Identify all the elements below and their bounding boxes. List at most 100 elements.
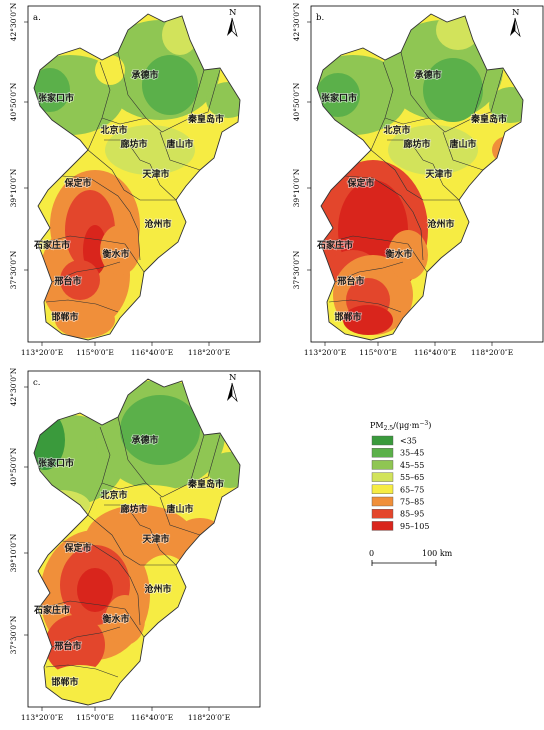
city-label-shijiazhuang: 石家庄市	[316, 239, 353, 251]
city-boundaries	[37, 51, 221, 313]
city-label-baoding: 保定市	[63, 542, 91, 554]
city-label-handan: 邯郸市	[51, 676, 78, 688]
legend: PM2.5/(μg·m−3) <35 35–45 45–55 55–65 65–75 75…	[369, 420, 453, 566]
scale-bar-end: 100 km	[422, 549, 453, 558]
map-panel-3: c. N 42°30′0″N 40°50′0″N 39°10′0″N 37°30′0″N 1…	[9, 367, 261, 722]
city-label-cangzhou: 沧州市	[427, 218, 454, 230]
legend-swatch	[371, 435, 394, 446]
city-label-langfang: 廊坊市	[120, 503, 147, 515]
city-label-tangshan: 唐山市	[449, 138, 476, 150]
city-label-qinhuangdao: 秦皇岛市	[470, 113, 507, 125]
city-label-tianjin: 天津市	[142, 533, 169, 545]
legend-class-label: <35	[400, 437, 417, 446]
city-label-tangshan: 唐山市	[166, 138, 193, 150]
panel-label: b.	[316, 13, 324, 23]
longitude-label: 118°20′0″E	[471, 348, 513, 357]
legend-swatch	[371, 484, 394, 494]
legend-title: PM2.5/(μg·m−3)	[370, 420, 431, 432]
city-label-beijing: 北京市	[100, 124, 127, 136]
city-label-xingtai: 邢台市	[54, 640, 81, 652]
city-label-baoding: 保定市	[346, 177, 374, 189]
latitude-label: 42°30′0″N	[292, 2, 301, 41]
city-label-tangshan: 唐山市	[166, 503, 193, 515]
north-label: N	[229, 8, 237, 18]
latitude-label: 40°50′0″N	[9, 82, 18, 121]
city-label-chengde: 承德市	[131, 69, 158, 81]
city-label-langfang: 廊坊市	[120, 138, 147, 150]
city-label-zhangjiakou: 张家口市	[38, 92, 74, 104]
scale-bar-start: 0	[369, 549, 374, 558]
legend-swatch	[371, 521, 394, 531]
city-label-tianjin: 天津市	[142, 168, 169, 180]
north-arrow-icon: N	[227, 8, 238, 38]
longitude-label: 115°0′0″E	[76, 713, 114, 722]
legend-swatch	[371, 460, 394, 470]
longitude-label: 116°40′0″E	[414, 348, 456, 357]
legend-class-label: 95–105	[400, 522, 429, 531]
city-label-shijiazhuang: 石家庄市	[33, 604, 70, 616]
city-label-hengshui: 衡水市	[102, 248, 129, 260]
city-label-xingtai: 邢台市	[54, 275, 81, 287]
north-arrow-icon: N	[510, 8, 521, 38]
latitude-label: 37°30′0″N	[292, 250, 301, 289]
scale-bar: 0 100 km	[369, 549, 453, 566]
north-label: N	[512, 8, 520, 18]
legend-swatch	[371, 472, 394, 482]
city-label-baoding: 保定市	[63, 177, 91, 189]
longitude-label: 116°40′0″E	[131, 713, 173, 722]
city-label-handan: 邯郸市	[51, 311, 78, 323]
city-label-langfang: 廊坊市	[403, 138, 430, 150]
map-panel-1: a. N 42°30′0″N 40°50′0″N 39°10′0″N 37°30′0″N 1…	[9, 2, 261, 357]
city-label-xingtai: 邢台市	[337, 275, 364, 287]
legend-class-label: 35–45	[400, 449, 424, 458]
longitude-label: 116°40′0″E	[131, 348, 173, 357]
city-label-beijing: 北京市	[383, 124, 410, 136]
longitude-label: 115°0′0″E	[359, 348, 397, 357]
legend-swatch	[371, 509, 394, 519]
longitude-label: 115°0′0″E	[76, 348, 114, 357]
longitude-label: 118°20′0″E	[188, 713, 230, 722]
city-label-hengshui: 衡水市	[385, 248, 412, 260]
city-label-tianjin: 天津市	[425, 168, 452, 180]
city-label-cangzhou: 沧州市	[144, 218, 171, 230]
city-label-chengde: 承德市	[414, 69, 441, 81]
longitude-label: 113°20′0″E	[21, 713, 63, 722]
latitude-label: 42°30′0″N	[9, 367, 18, 406]
longitude-label: 113°20′0″E	[304, 348, 346, 357]
panel-label: c.	[33, 378, 40, 388]
latitude-label: 37°30′0″N	[9, 250, 18, 289]
city-label-chengde: 承德市	[131, 434, 158, 446]
legend-class-label: 45–55	[400, 461, 424, 470]
legend-class-label: 85–95	[400, 510, 424, 519]
north-arrow-icon: N	[227, 373, 238, 403]
longitude-label: 118°20′0″E	[188, 348, 230, 357]
city-label-shijiazhuang: 石家庄市	[33, 239, 70, 251]
legend-swatch	[371, 448, 394, 458]
legend-class-label: 65–75	[400, 485, 424, 494]
city-label-cangzhou: 沧州市	[144, 583, 171, 595]
city-label-qinhuangdao: 秦皇岛市	[187, 113, 224, 125]
legend-class-label: 75–85	[400, 498, 424, 507]
map-panel-2: b. N 42°30′0″N 40°50′0″N 39°10′0″N 37°30′0″N 1…	[292, 2, 544, 357]
latitude-label: 39°10′0″N	[9, 533, 18, 572]
latitude-label: 40°50′0″N	[292, 82, 301, 121]
city-label-zhangjiakou: 张家口市	[321, 92, 357, 104]
city-label-zhangjiakou: 张家口市	[38, 457, 74, 469]
city-label-handan: 邯郸市	[334, 311, 361, 323]
city-label-hengshui: 衡水市	[102, 613, 129, 625]
city-label-beijing: 北京市	[100, 489, 127, 501]
city-label-qinhuangdao: 秦皇岛市	[187, 478, 224, 490]
longitude-label: 113°20′0″E	[21, 348, 63, 357]
latitude-label: 40°50′0″N	[9, 447, 18, 486]
latitude-label: 42°30′0″N	[9, 2, 18, 41]
latitude-label: 37°30′0″N	[9, 615, 18, 654]
north-label: N	[229, 373, 237, 383]
panel-label: a.	[33, 13, 41, 23]
latitude-label: 39°10′0″N	[292, 168, 301, 207]
legend-swatch	[371, 496, 394, 507]
city-boundaries	[37, 416, 221, 678]
latitude-label: 39°10′0″N	[9, 168, 18, 207]
legend-class-label: 55–65	[400, 473, 424, 482]
city-boundaries	[320, 51, 504, 313]
